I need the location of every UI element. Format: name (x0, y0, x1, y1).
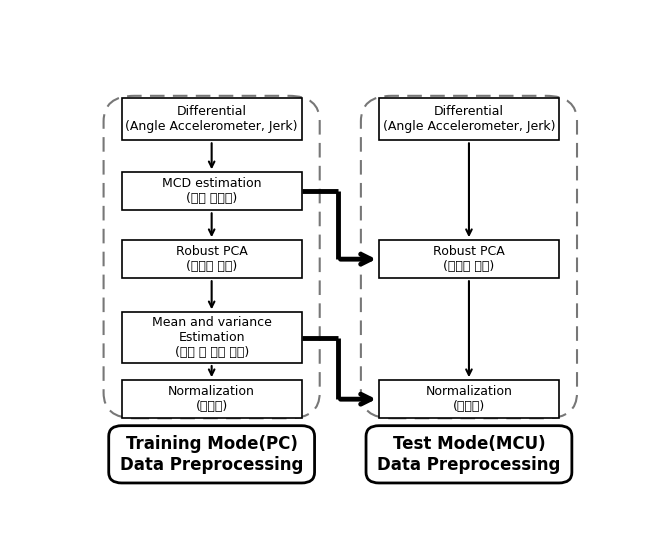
FancyBboxPatch shape (122, 172, 301, 210)
FancyBboxPatch shape (122, 312, 301, 363)
FancyBboxPatch shape (122, 240, 301, 278)
FancyBboxPatch shape (361, 96, 577, 418)
Text: Mean and variance
Estimation
(평균 및 분산 추정): Mean and variance Estimation (평균 및 분산 추정… (151, 316, 272, 359)
Text: Differential
(Angle Accelerometer, Jerk): Differential (Angle Accelerometer, Jerk) (125, 105, 298, 133)
FancyBboxPatch shape (122, 98, 301, 141)
FancyBboxPatch shape (379, 98, 559, 141)
FancyBboxPatch shape (379, 380, 559, 418)
Text: Robust PCA
(주성분 파악): Robust PCA (주성분 파악) (176, 245, 248, 273)
Text: Normalization
(정규화): Normalization (정규화) (426, 385, 513, 413)
Text: Differential
(Angle Accelerometer, Jerk): Differential (Angle Accelerometer, Jerk) (382, 105, 555, 133)
Text: Test Mode(MCU)
Data Preprocessing: Test Mode(MCU) Data Preprocessing (377, 435, 560, 474)
Text: MCD estimation
(최소 공분산): MCD estimation (최소 공분산) (162, 177, 262, 206)
FancyBboxPatch shape (379, 240, 559, 278)
Text: Training Mode(PC)
Data Preprocessing: Training Mode(PC) Data Preprocessing (120, 435, 303, 474)
FancyBboxPatch shape (366, 426, 572, 483)
FancyBboxPatch shape (122, 380, 301, 418)
Text: Normalization
(정규화): Normalization (정규화) (168, 385, 255, 413)
Text: Robust PCA
(주성분 파악): Robust PCA (주성분 파악) (433, 245, 505, 273)
FancyBboxPatch shape (104, 96, 320, 418)
FancyBboxPatch shape (109, 426, 315, 483)
